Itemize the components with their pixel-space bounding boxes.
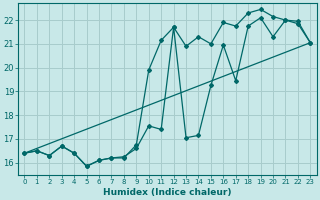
X-axis label: Humidex (Indice chaleur): Humidex (Indice chaleur) xyxy=(103,188,232,197)
